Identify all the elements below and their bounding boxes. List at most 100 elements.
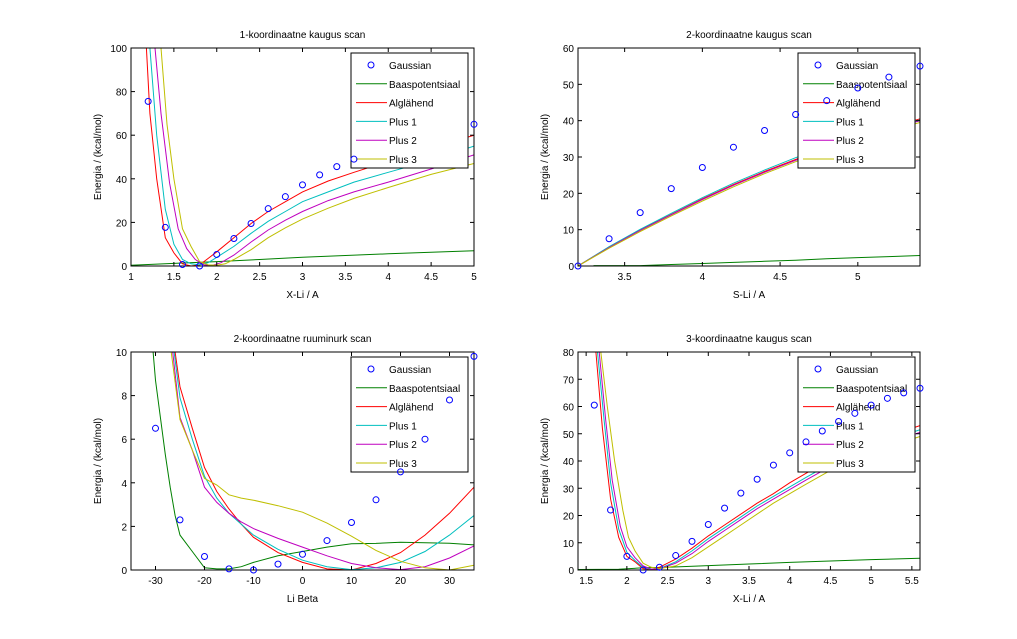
data-point xyxy=(152,424,159,432)
axes: -30 -20 -10 0 10 20 30 0 2 4 6 8 10 xyxy=(116,348,475,587)
legend-label: Plus 3 xyxy=(389,155,417,166)
data-point xyxy=(867,401,875,409)
y-tick-label: 40 xyxy=(563,457,575,468)
data-point xyxy=(178,260,186,268)
x-tick-label: 3.5 xyxy=(338,272,352,283)
x-tick-label: 30 xyxy=(444,576,456,587)
legend-item: Plus 1 xyxy=(356,421,417,432)
x-tick-label: 5 xyxy=(471,272,477,283)
y-tick-label: 30 xyxy=(563,153,575,164)
legend-box xyxy=(797,52,916,169)
x-tick-label: 20 xyxy=(395,576,407,587)
series-line-baaspotentsiaal xyxy=(578,557,920,570)
subplot-3: 2-koordinaatne ruuminurk scan Li Beta En… xyxy=(93,334,478,605)
data-point xyxy=(753,475,761,483)
plot-title: 3-koordinaatne kaugus scan xyxy=(686,334,812,345)
y-tick-label: 0 xyxy=(121,262,127,273)
series-line-plus-3 xyxy=(600,352,920,570)
series-line-algl-hend xyxy=(174,352,474,570)
data-point xyxy=(802,438,810,446)
series-line-plus-2 xyxy=(154,48,474,266)
y-tick-label: 60 xyxy=(563,403,575,414)
legend-label: Plus 1 xyxy=(836,117,864,128)
legend-item: Baaspotentsiaal xyxy=(356,80,460,91)
legend-label: Plus 2 xyxy=(836,440,864,451)
subplot-4: 3-koordinaatne kaugus scan X-Li / A Ener… xyxy=(540,334,924,605)
data-point xyxy=(605,235,613,243)
x-axis-label: S-Li / A xyxy=(733,290,766,301)
data-point xyxy=(916,384,924,392)
data-point xyxy=(721,504,729,512)
data-point xyxy=(818,427,826,435)
data-point xyxy=(737,489,745,497)
legend-label: Alglähend xyxy=(389,403,433,414)
subplot-2: 2-koordinaatne kaugus scan S-Li / A Ener… xyxy=(540,30,924,301)
data-point xyxy=(885,73,893,81)
gaussian-markers xyxy=(152,352,478,574)
legend: Gaussian Baaspotentsiaal Alglähend Plus 1 Pl… xyxy=(797,356,916,473)
data-point xyxy=(348,518,355,526)
y-tick-label: 50 xyxy=(563,430,575,441)
legend-box xyxy=(350,52,469,169)
data-point xyxy=(667,185,675,193)
y-tick-label: 40 xyxy=(116,175,128,186)
legend-marker-icon xyxy=(367,365,375,373)
plot-title: 1-koordinaatne kaugus scan xyxy=(240,30,366,41)
y-axis-label: Energia / (kcal/mol) xyxy=(540,418,551,504)
gaussian-markers xyxy=(144,97,478,270)
y-tick-label: 50 xyxy=(563,80,575,91)
data-point xyxy=(470,120,478,128)
plot-title: 2-koordinaatne kaugus scan xyxy=(686,30,812,41)
gaussian-markers xyxy=(574,62,924,270)
y-tick-label: 10 xyxy=(563,226,575,237)
subplot-1: 1-koordinaatne kaugus scan X-Li / A Ener… xyxy=(93,30,478,301)
axes: 1 1.5 2 2.5 3 3.5 4 4.5 5 0 20 40 60 80 100 xyxy=(110,44,477,283)
data-point xyxy=(639,566,647,574)
x-axis-label: Li Beta xyxy=(287,594,319,605)
legend-item: Plus 2 xyxy=(356,136,417,147)
x-tick-label: -20 xyxy=(197,576,212,587)
x-tick-label: 4 xyxy=(787,576,793,587)
x-tick-label: 2 xyxy=(624,576,630,587)
plot-title: 2-koordinaatne ruuminurk scan xyxy=(234,334,372,345)
series-line-plus-1 xyxy=(173,352,474,570)
x-tick-label: 4 xyxy=(700,272,706,283)
legend-label: Plus 1 xyxy=(836,421,864,432)
legend-label: Gaussian xyxy=(389,365,431,376)
legend-label: Gaussian xyxy=(389,61,431,72)
y-tick-label: 80 xyxy=(563,348,575,359)
legend-label: Plus 3 xyxy=(836,459,864,470)
y-tick-label: 0 xyxy=(568,262,574,273)
x-tick-label: 2.5 xyxy=(661,576,675,587)
data-point xyxy=(397,468,404,476)
legend-item: Plus 3 xyxy=(803,155,864,166)
x-axis-label: X-Li / A xyxy=(733,594,766,605)
legend-item: Alglähend xyxy=(356,99,433,110)
data-point xyxy=(176,516,184,524)
legend-label: Plus 1 xyxy=(389,421,417,432)
y-tick-label: 60 xyxy=(563,44,575,55)
legend-item: Alglähend xyxy=(356,403,433,414)
data-point xyxy=(350,155,358,163)
x-tick-label: 5.5 xyxy=(905,576,919,587)
data-point xyxy=(590,401,598,409)
y-tick-label: 20 xyxy=(563,189,575,200)
legend-marker-icon xyxy=(814,365,822,373)
gaussian-markers xyxy=(590,384,924,574)
x-tick-label: 1 xyxy=(128,272,134,283)
y-tick-label: 80 xyxy=(116,88,128,99)
legend-label: Alglähend xyxy=(389,99,433,110)
data-point xyxy=(264,205,272,213)
y-tick-label: 2 xyxy=(121,522,127,533)
data-point xyxy=(698,164,706,172)
legend-label: Plus 1 xyxy=(389,117,417,128)
data-point xyxy=(250,566,257,574)
data-point xyxy=(761,126,769,134)
y-tick-label: 30 xyxy=(563,484,575,495)
x-tick-label: -10 xyxy=(246,576,261,587)
data-point xyxy=(704,520,712,528)
legend-label: Baaspotentsiaal xyxy=(389,80,460,91)
data-point xyxy=(213,250,221,258)
legend-item: Gaussian xyxy=(814,61,878,72)
